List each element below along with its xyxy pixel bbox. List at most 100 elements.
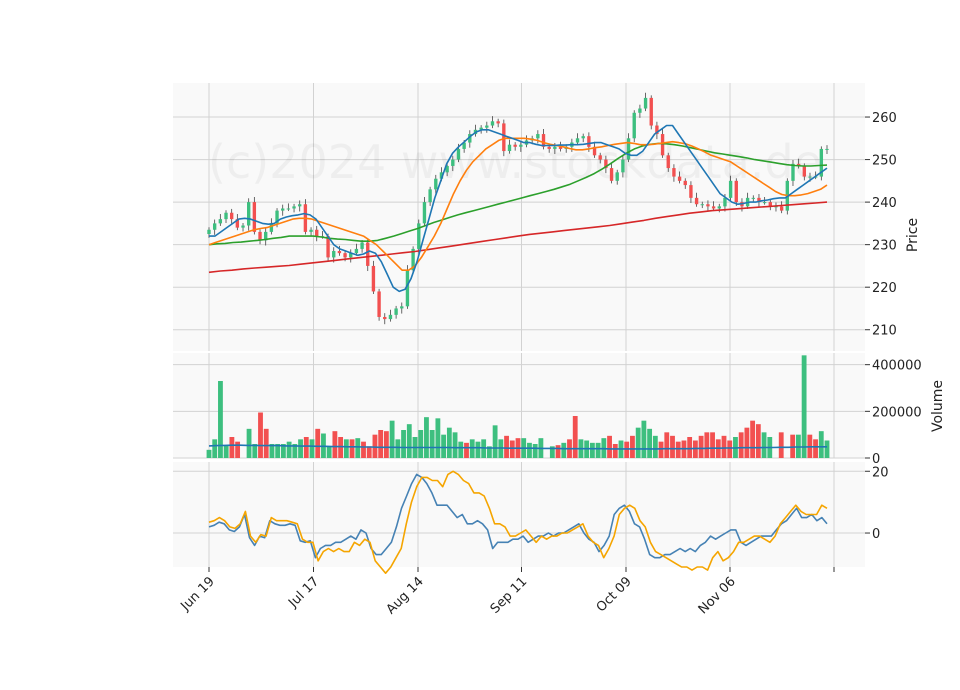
volume-bar [452,432,458,458]
volume-bar [435,418,441,458]
volume-bar [710,432,715,458]
x-tick-label: Oct 09 [594,574,635,615]
candle-down [694,197,699,205]
volume-bar [315,428,321,458]
candle-down [677,176,682,181]
candle-up [275,210,279,224]
volume-bar [206,449,212,458]
volume-bar [664,432,670,458]
price-tick-label: 220 [872,281,897,296]
candle-down [734,180,738,203]
candle-down [366,242,370,266]
volume-bar [395,439,401,458]
candle-down [796,163,801,166]
price-axis-label: Price [905,218,921,252]
candle-down [666,155,670,169]
volume-bar [738,432,744,458]
oscillator-panel [208,470,828,574]
candle-up [462,142,466,149]
candle-up [451,159,455,166]
oscillator-tick-label: 0 [872,527,880,542]
price-tick-label: 240 [872,196,897,211]
volume-bar [486,446,492,458]
candle-down [655,125,659,135]
candle-down [649,97,653,126]
volume-bar [624,441,630,458]
volume-bar [464,442,469,458]
volume-bar [704,432,710,458]
candle-up [309,229,313,232]
candle-down [689,185,693,198]
volume-bar [561,442,567,458]
candle-up [700,204,704,206]
candle-up [626,138,631,160]
volume-bar [229,437,235,458]
candle-down [558,146,563,149]
candle-up [456,148,461,160]
volume-bar [761,432,767,458]
candle-up [388,314,393,320]
x-tick-label: Jul 17 [285,574,322,611]
volume-bar [446,427,452,458]
candle-up [638,108,642,113]
candle-up [405,270,410,307]
volume-bar [813,439,818,458]
oscillator-tick-label: 20 [872,465,889,480]
candle-down [768,202,772,207]
candle-down [377,291,381,317]
volume-bar [750,420,756,458]
volume-bar [652,435,658,458]
volume-axis-label: Volume [930,380,946,432]
candle-down [371,265,376,292]
candle-down [587,136,591,147]
candle-up [575,138,580,143]
candle-down [711,206,716,209]
volume-bar [332,431,338,458]
candle-up [360,242,364,249]
candle-down [502,123,506,152]
candle-down [683,180,687,186]
candle-down [258,231,262,241]
x-tick-label: Aug 14 [384,574,427,617]
candle-up [621,159,625,173]
candle-up [723,197,727,207]
candle-down [235,219,240,228]
volume-bar [509,440,515,458]
volume-bar [349,439,355,458]
candle-down [609,168,614,181]
volume-panel [206,355,830,458]
candle-up [808,176,812,178]
candle-up [417,223,421,249]
candle-down [802,165,807,177]
candle-down [706,204,710,207]
candle-up [479,127,483,130]
volume-bar [607,435,612,458]
volume-bar [744,427,750,458]
candle-down [496,121,500,124]
volume-bar [670,435,675,458]
volume-bar [572,416,578,458]
volume-bar [698,435,704,458]
candle-down [315,229,319,237]
volume-bar [275,444,281,458]
volume-bar [401,430,406,458]
candle-up [212,223,217,230]
price-tick-label: 210 [872,324,897,339]
volume-bar [418,430,424,458]
candle-up [218,219,223,224]
volume-bar [406,424,412,458]
volume-average-line [208,444,827,450]
x-tick-label: Jun 19 [178,574,218,614]
candle-up [394,308,398,315]
volume-bar [235,441,241,458]
volume-bar [269,444,275,458]
candle-up [269,223,274,232]
oscillator-line-a [208,473,828,559]
volume-bar [612,444,618,458]
candle-down [513,144,517,147]
volume-bar [343,439,349,458]
volume-bar [555,445,561,458]
volume-bar [641,420,647,458]
volume-bar [383,431,389,458]
